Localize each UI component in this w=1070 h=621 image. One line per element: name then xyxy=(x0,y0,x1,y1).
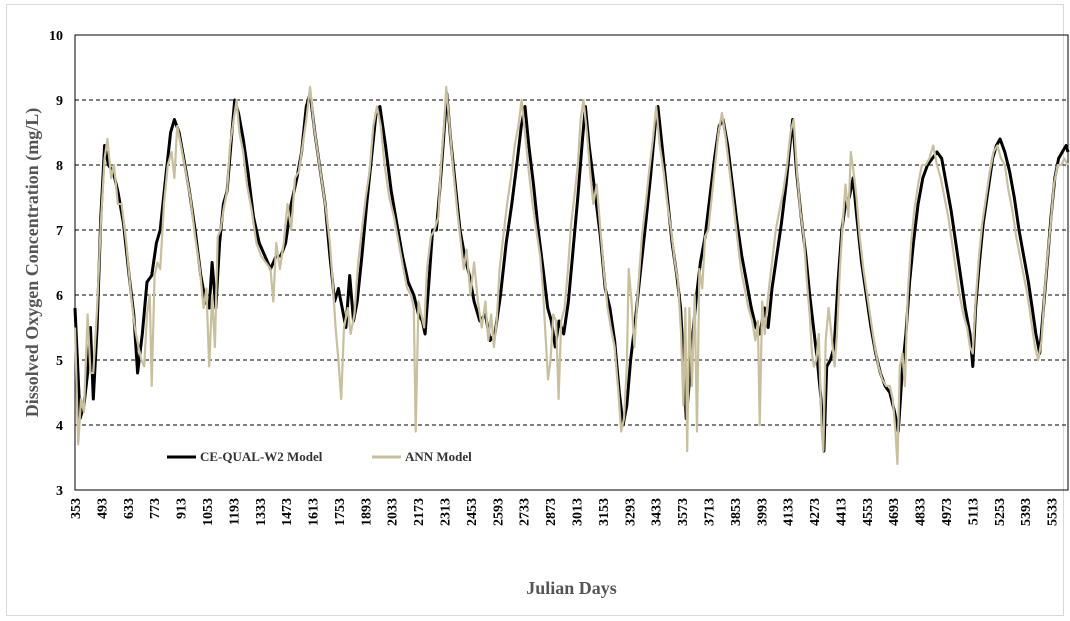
y-axis-title: Dissolved Oxygen Concentration (mg/L) xyxy=(22,108,43,418)
x-tick-label: 353 xyxy=(69,498,84,519)
x-tick-label: 3713 xyxy=(702,498,717,526)
x-tick-label: 5113 xyxy=(966,498,981,525)
legend: CE-QUAL-W2 Model ANN Model xyxy=(167,449,472,464)
x-tick-label: 1473 xyxy=(280,498,295,526)
y-tick-label: 7 xyxy=(56,224,63,239)
y-tick-label: 4 xyxy=(56,419,63,434)
x-tick-label: 2173 xyxy=(412,498,427,526)
x-tick-label: 3573 xyxy=(676,498,691,526)
x-tick-label: 2453 xyxy=(465,498,480,526)
x-tick-label: 3153 xyxy=(597,498,612,526)
x-tick-label: 1753 xyxy=(333,498,348,526)
x-tick-label: 2593 xyxy=(491,498,506,526)
y-tick-labels: 3 4 5 6 7 8 9 10 xyxy=(49,29,63,499)
x-tick-label: 3993 xyxy=(755,498,770,526)
x-tick-label: 1333 xyxy=(254,498,269,526)
x-tick-label: 4413 xyxy=(834,498,849,526)
x-tick-label: 2873 xyxy=(544,498,559,526)
x-tick-label: 4833 xyxy=(914,498,929,526)
x-tick-label: 2033 xyxy=(386,498,401,526)
series-layer xyxy=(73,85,1070,466)
x-tick-label: 913 xyxy=(175,498,190,519)
x-tick-label: 1193 xyxy=(227,498,242,525)
legend-label-ce-qual-w2: CE-QUAL-W2 Model xyxy=(200,449,323,464)
x-tick-label: 3433 xyxy=(650,498,665,526)
y-tick-label: 5 xyxy=(56,354,63,369)
x-tick-label: 3853 xyxy=(729,498,744,526)
x-tick-label: 493 xyxy=(95,498,110,519)
x-tick-label: 773 xyxy=(148,498,163,519)
y-tick-label: 3 xyxy=(56,484,63,499)
series-line-0 xyxy=(73,92,1070,453)
legend-label-ann: ANN Model xyxy=(405,449,472,464)
x-tick-label: 5253 xyxy=(993,498,1008,526)
x-tick-label: 4973 xyxy=(940,498,955,526)
x-tick-label: 2733 xyxy=(518,498,533,526)
x-tick-label: 1053 xyxy=(201,498,216,526)
x-axis-title: Julian Days xyxy=(526,578,617,598)
y-tick-label: 8 xyxy=(56,159,63,174)
x-tick-label: 5533 xyxy=(1046,498,1061,526)
x-tick-label: 4553 xyxy=(861,498,876,526)
y-tick-label: 9 xyxy=(56,94,63,109)
x-tick-label: 2313 xyxy=(439,498,454,526)
y-tick-label: 10 xyxy=(49,29,63,44)
x-tick-label: 3293 xyxy=(623,498,638,526)
chart-frame xyxy=(6,4,1064,616)
x-tick-label: 4693 xyxy=(887,498,902,526)
x-tick-label: 633 xyxy=(122,498,137,519)
x-tick-label: 1613 xyxy=(307,498,322,526)
plot-area xyxy=(74,34,1069,491)
x-tick-label: 4273 xyxy=(808,498,823,526)
series-line-1 xyxy=(73,85,1069,466)
x-tick-label: 4133 xyxy=(782,498,797,526)
x-tick-label: 3013 xyxy=(570,498,585,526)
x-tick-labels: 353 493 633 773 913 1053 1193 1333 1473 1613 1753 1… xyxy=(69,498,1061,526)
y-tick-label: 6 xyxy=(56,289,63,304)
x-tick-label: 1893 xyxy=(359,498,374,526)
x-tick-label: 5393 xyxy=(1019,498,1034,526)
